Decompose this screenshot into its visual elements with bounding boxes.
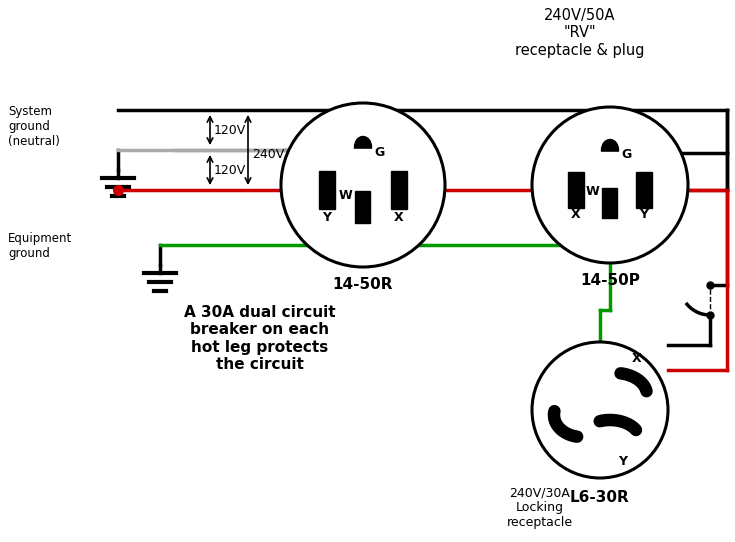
Text: G: G [374,145,384,158]
Text: W: W [586,185,600,198]
Text: Y: Y [639,208,648,221]
Ellipse shape [601,139,618,160]
Text: 120V: 120V [214,164,246,177]
Text: G: G [621,149,631,162]
Bar [636,172,652,208]
Bar [353,149,373,161]
Text: 240V/50A
"RV"
receptacle & plug: 240V/50A "RV" receptacle & plug [515,8,645,58]
Bar [603,188,617,218]
Bar [568,172,584,208]
Text: 120V: 120V [214,124,246,137]
Bar [319,171,335,209]
Circle shape [532,107,688,263]
Text: 14-50P: 14-50P [580,273,640,288]
Bar [600,152,620,164]
Text: Y: Y [618,455,627,468]
Text: X: X [632,352,642,365]
Text: X: X [394,211,404,224]
Ellipse shape [354,137,371,158]
Text: A 30A dual circuit
breaker on each
hot leg protects
the circuit: A 30A dual circuit breaker on each hot l… [184,305,336,372]
Bar [356,191,370,223]
Circle shape [281,103,445,267]
Text: X: X [571,208,581,221]
Text: Equipment
ground: Equipment ground [8,232,72,260]
Text: W: W [339,189,353,202]
Bar [391,171,407,209]
Circle shape [532,342,668,478]
Text: L6-30R: L6-30R [570,490,630,505]
Text: 240V/30A
Locking
receptacle: 240V/30A Locking receptacle [507,486,573,529]
Text: 14-50R: 14-50R [333,277,393,292]
Text: 240V: 240V [252,149,284,162]
Text: System
ground
(neutral): System ground (neutral) [8,105,60,148]
Text: Y: Y [323,211,331,224]
Text: G: G [548,410,559,423]
